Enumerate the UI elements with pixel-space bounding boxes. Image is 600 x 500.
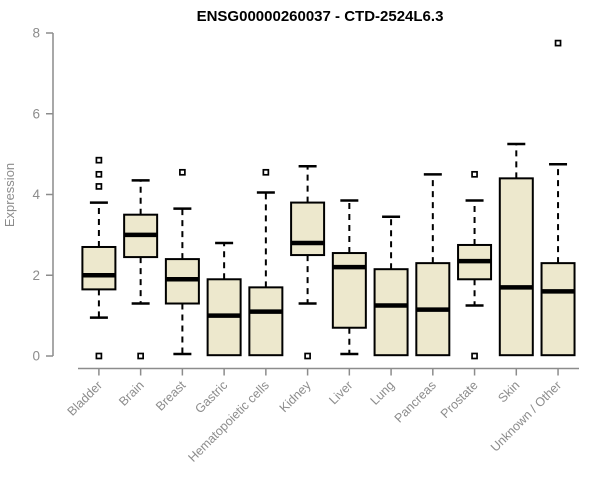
outlier-point-breast — [179, 168, 186, 176]
y-tick-label: 2 — [32, 268, 40, 283]
x-tick-label-prostate: Prostate — [438, 378, 481, 421]
x-tick-label-breast: Breast — [153, 378, 189, 414]
box-unknown-other — [540, 262, 576, 357]
outlier-point-prostate — [471, 170, 478, 178]
box-skin — [498, 177, 534, 357]
x-tick-label-hematopoietic-cells: Hematopoietic cells — [185, 378, 272, 465]
outlier-point-unknown-other — [554, 39, 562, 47]
x-tick-label-kidney: Kidney — [277, 378, 314, 415]
plot-area: 0 2 4 6 8 Bladder Brain Breast GastricHematopoie… — [32, 26, 579, 465]
chart-title: ENSG00000260037 - CTD-2524L6.3 — [197, 8, 444, 25]
outlier-point-hematopoietic-cells — [262, 168, 270, 176]
x-tick-label-gastric: Gastric — [192, 378, 230, 416]
outlier-point-bladder — [95, 156, 103, 164]
box-liver — [331, 252, 367, 329]
box-bladder — [81, 245, 117, 291]
x-tick-label-pancreas: Pancreas — [392, 378, 439, 425]
x-tick-label-liver: Liver — [326, 378, 355, 407]
y-tick-label: 8 — [32, 26, 40, 41]
outlier-point-bladder — [95, 183, 103, 190]
y-tick-label: 4 — [32, 187, 40, 202]
y-tick-label: 6 — [32, 106, 40, 121]
box-lung — [373, 268, 409, 357]
x-tick-label-unknown-other: Unknown / Other — [488, 378, 564, 454]
y-tick-label: 0 — [32, 349, 40, 364]
outlier-point-bladder — [95, 170, 103, 178]
x-tick-label-skin: Skin — [495, 378, 522, 405]
outlier-point-prostate — [471, 352, 478, 360]
x-tick-label-bladder: Bladder — [65, 378, 105, 418]
outlier-point-kidney — [304, 352, 311, 360]
x-tick-label-lung: Lung — [368, 378, 398, 408]
y-axis-label: Expression — [2, 163, 17, 227]
x-tick-label-brain: Brain — [116, 378, 147, 409]
box-kidney — [290, 201, 326, 257]
outlier-point-bladder — [95, 352, 103, 360]
outlier-point-brain — [137, 352, 144, 360]
box-hematopoietic-cells — [248, 286, 284, 357]
